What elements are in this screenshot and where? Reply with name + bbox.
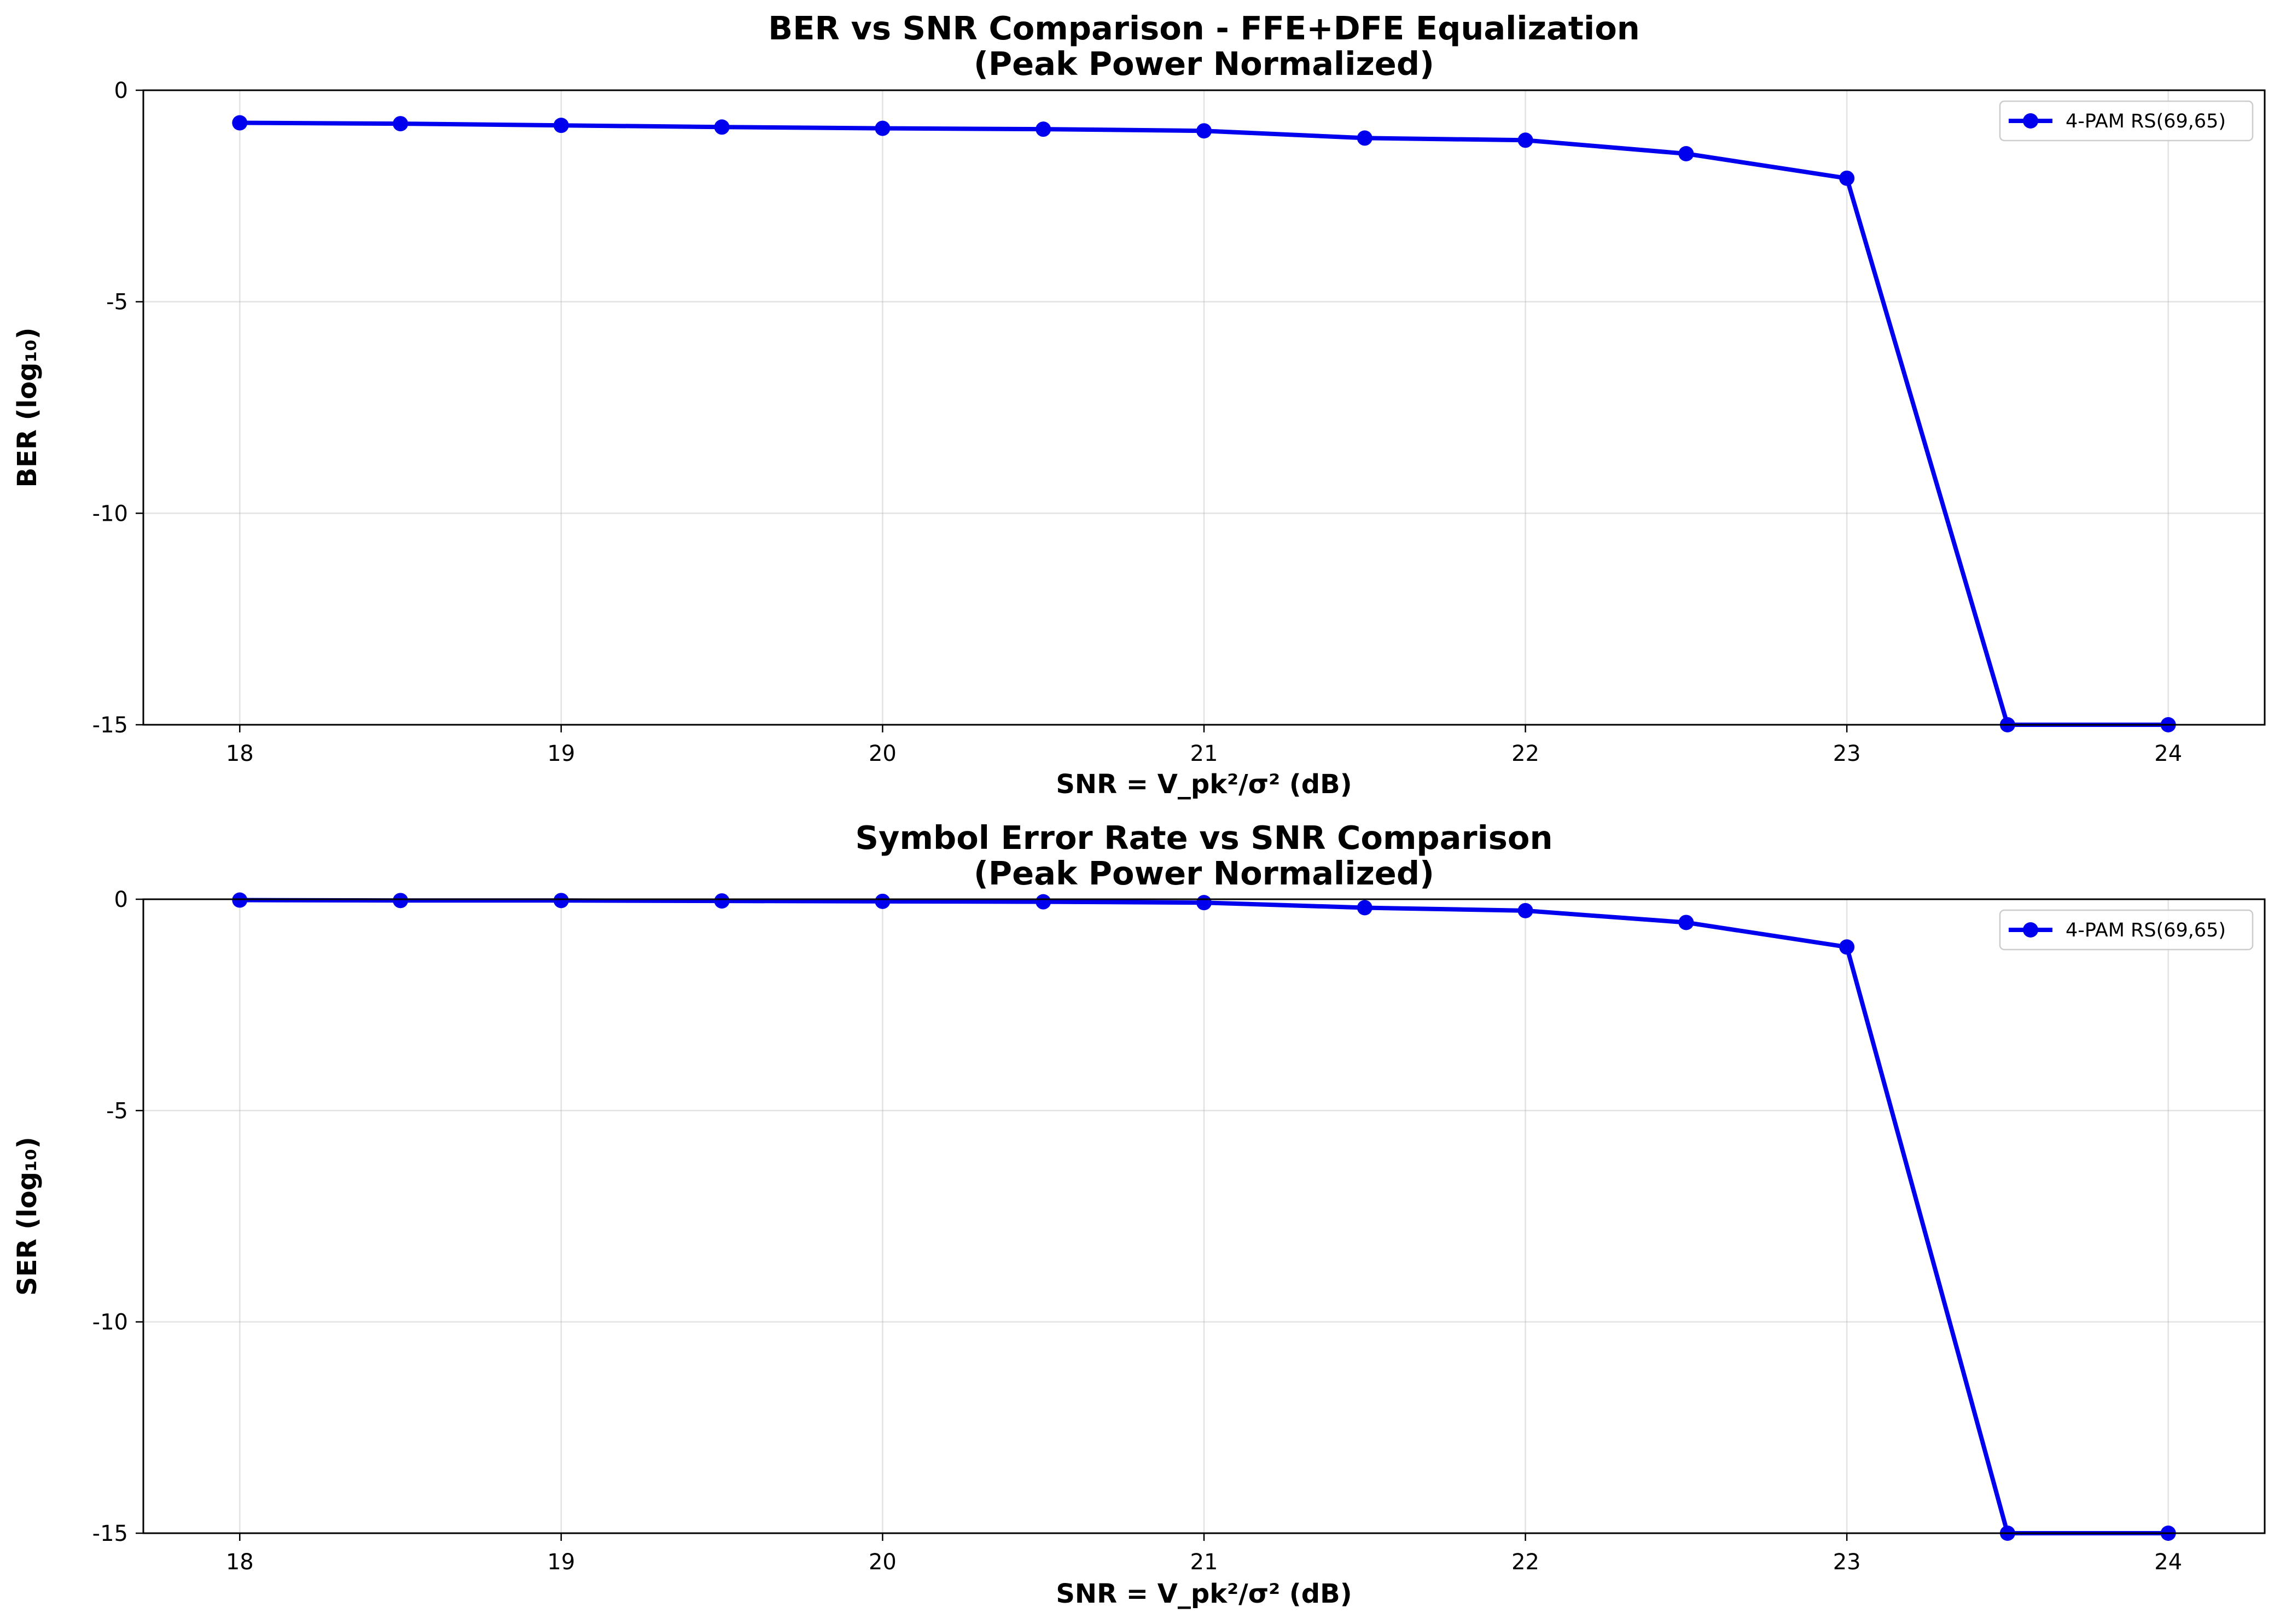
data-point bbox=[1517, 903, 1533, 918]
legend: 4-PAM RS(69,65) bbox=[1999, 909, 2254, 951]
data-point bbox=[393, 116, 409, 132]
data-point bbox=[232, 892, 248, 908]
data-point bbox=[1036, 894, 1051, 910]
x-tick-label: 21 bbox=[1190, 1550, 1218, 1575]
y-tick-label: -5 bbox=[106, 1098, 128, 1124]
x-tick-label: 22 bbox=[1511, 741, 1539, 766]
data-point bbox=[1839, 170, 1855, 186]
x-tick-label: 23 bbox=[1833, 1550, 1861, 1575]
y-tick-label: 0 bbox=[114, 78, 128, 103]
data-point bbox=[1678, 146, 1694, 161]
data-point bbox=[714, 893, 730, 909]
x-axis-label: SNR = V_pk²/σ² (dB) bbox=[1056, 1579, 1352, 1609]
chart-panel-1: BER vs SNR Comparison - FFE+DFE Equaliza… bbox=[12, 9, 2266, 800]
y-tick-label: -10 bbox=[92, 501, 128, 526]
data-point bbox=[393, 893, 409, 909]
legend: 4-PAM RS(69,65) bbox=[1999, 100, 2254, 142]
x-tick-label: 18 bbox=[226, 1550, 254, 1575]
y-tick-label: -5 bbox=[106, 290, 128, 315]
data-point bbox=[553, 893, 569, 909]
data-point bbox=[1839, 939, 1855, 955]
data-point bbox=[1357, 900, 1372, 916]
x-tick-label: 20 bbox=[869, 741, 897, 766]
data-point bbox=[1517, 132, 1533, 148]
data-point bbox=[1357, 130, 1372, 146]
x-tick-label: 21 bbox=[1190, 741, 1218, 766]
data-point bbox=[1678, 915, 1694, 930]
x-tick-label: 19 bbox=[547, 1550, 575, 1575]
data-point bbox=[1196, 123, 1212, 139]
plot-frame bbox=[142, 898, 2266, 1534]
data-point bbox=[714, 119, 730, 135]
plot-frame bbox=[142, 89, 2266, 726]
y-tick-label: -15 bbox=[92, 713, 128, 738]
x-tick-label: 23 bbox=[1833, 741, 1861, 766]
x-tick-label: 24 bbox=[2154, 741, 2182, 766]
chart-title-line-1: Symbol Error Rate vs SNR Comparison bbox=[856, 819, 1553, 857]
legend-box bbox=[1999, 100, 2254, 142]
y-axis-label: SER (log₁₀) bbox=[12, 1137, 43, 1296]
x-tick-label: 20 bbox=[869, 1550, 897, 1575]
legend-entry-label: 4-PAM RS(69,65) bbox=[2066, 110, 2226, 132]
y-tick-label: 0 bbox=[114, 887, 128, 912]
legend-entry-label: 4-PAM RS(69,65) bbox=[2066, 919, 2226, 941]
chart-title-line-2: (Peak Power Normalized) bbox=[974, 854, 1434, 892]
y-tick-label: -10 bbox=[92, 1310, 128, 1335]
chart-panel-2: Symbol Error Rate vs SNR Comparison(Peak… bbox=[12, 819, 2266, 1609]
chart-title-line-2: (Peak Power Normalized) bbox=[974, 45, 1434, 83]
legend-box bbox=[1999, 909, 2254, 951]
x-tick-label: 22 bbox=[1511, 1550, 1539, 1575]
data-point bbox=[553, 118, 569, 133]
data-point bbox=[875, 893, 891, 909]
data-point bbox=[1036, 121, 1051, 137]
x-tick-label: 18 bbox=[226, 741, 254, 766]
y-tick-label: -15 bbox=[92, 1521, 128, 1546]
legend-swatch-marker bbox=[2023, 922, 2038, 938]
x-axis-label: SNR = V_pk²/σ² (dB) bbox=[1056, 769, 1352, 800]
y-axis-label: BER (log₁₀) bbox=[12, 328, 43, 488]
data-point bbox=[875, 120, 891, 136]
data-point bbox=[232, 115, 248, 131]
legend-swatch-marker bbox=[2023, 113, 2038, 129]
x-tick-label: 24 bbox=[2154, 1550, 2182, 1575]
data-point bbox=[1196, 895, 1212, 911]
x-tick-label: 19 bbox=[547, 741, 575, 766]
chart-title-line-1: BER vs SNR Comparison - FFE+DFE Equaliza… bbox=[768, 9, 1640, 47]
